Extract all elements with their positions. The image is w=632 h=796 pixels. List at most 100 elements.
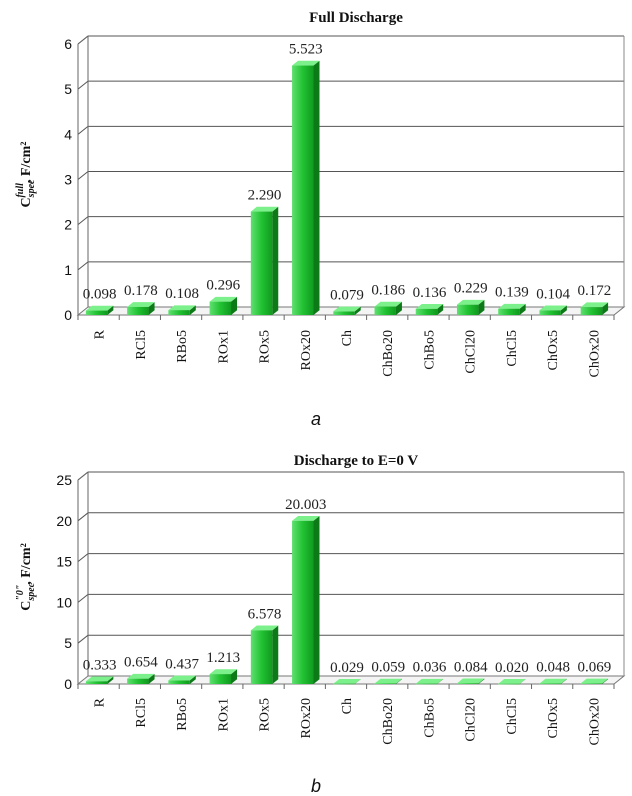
category-label: ChBo5 [422,698,437,738]
bar-front [168,310,190,315]
data-label: 0.104 [536,286,570,302]
category-label: R [93,697,108,707]
bar-side [560,305,567,315]
category-label: ChOx5 [546,698,561,738]
data-label: 0.084 [454,659,488,675]
bar-side [437,304,444,315]
bar-ChCl5 [498,303,526,315]
category-label: ROx1 [216,698,231,731]
data-label: 0.654 [124,655,158,671]
data-label: 1.213 [206,650,240,666]
bar-top [250,206,279,212]
y-tick-label: 0 [64,307,72,323]
category-label: ChCl20 [464,330,479,374]
bar-top [374,301,402,307]
y-axis-label: Cspecfull, F/cm² [15,142,37,208]
bar-ChBo5 [415,304,444,315]
bar-front [127,306,149,315]
bar-top [209,669,238,675]
bar-ChOx20 [580,302,609,315]
data-label: 0.139 [495,285,529,301]
bar-top [333,678,361,684]
bar-side [354,678,361,684]
category-label: RBo5 [175,330,190,363]
data-label: 0.108 [165,286,199,302]
bar-front [209,674,232,684]
bar-top [127,673,155,679]
category-label: ROx20 [299,698,314,738]
bar-ROx5 [250,206,279,315]
bar-front [456,683,479,684]
chart-title: Discharge to E=0 V [294,453,419,469]
category-label: ROx1 [216,330,231,363]
y-axis-label: Cspec"0", F/cm² [15,543,37,611]
bar-side [313,515,320,684]
bar-top [168,675,196,681]
data-label: 0.172 [578,283,612,299]
category-label: ROx5 [258,698,273,731]
bar-front [292,65,314,316]
bar-ChBo20 [374,678,402,685]
bar-side [231,296,238,315]
y-tick-label: 1 [64,262,72,278]
bar-Ch [333,678,361,685]
bar-R [85,305,114,315]
data-label: 0.136 [413,285,447,301]
bar-front [292,520,314,684]
data-label: 5.523 [289,42,323,58]
data-label: 0.020 [495,660,529,676]
bar-front [498,308,520,315]
bar-ROx1 [209,296,238,315]
category-label: RCl5 [134,698,149,728]
panel-label: a [311,409,321,429]
category-label: ChOx5 [546,330,561,370]
category-label: ChOx20 [587,330,602,377]
y-tick-label: 5 [64,635,72,651]
bar-side [395,301,402,315]
chart-title: Full Discharge [309,10,403,26]
wall-top [77,35,89,45]
category-label: ChBo20 [381,698,396,745]
data-label: 0.178 [124,283,158,299]
bar-ROx1 [209,669,238,684]
bar-front [333,683,355,685]
gridline-side [77,512,89,522]
bar-front [250,630,273,684]
bar-side [519,303,526,315]
y-tick-label: 3 [64,172,72,188]
bar-front [333,311,355,315]
bar-side [602,678,609,684]
bar-R [85,676,114,684]
bar-top [498,303,526,309]
category-label: RCl5 [134,330,149,360]
bar-top [85,676,114,682]
gridline-side [77,80,89,90]
gridline-side [77,594,89,603]
bar-ChOx5 [539,678,567,685]
bar-top [168,305,196,311]
bar-front [539,683,561,685]
bar-ChOx5 [539,305,567,315]
bar-side [148,673,155,684]
bar-front [580,683,603,684]
bar-top [374,678,402,684]
bar-side [602,302,609,315]
bar-ChOx20 [580,678,609,684]
bar-top [209,296,238,302]
bar-RCl5 [127,673,155,684]
y-tick-label: 6 [64,36,72,52]
bar-Ch [333,306,361,315]
bar-front [539,310,561,315]
y-tick-label: 15 [56,554,72,570]
bar-top [415,678,444,684]
bar-top [456,299,485,305]
gridline-side [77,125,89,135]
bar-RCl5 [127,302,155,315]
bar-front [85,681,108,684]
bar-ROx5 [250,625,279,684]
bar-side [519,679,526,684]
y-tick-label: 25 [56,472,72,488]
bar-front [374,683,396,685]
bar-side [560,678,567,684]
bar-side [478,299,485,315]
